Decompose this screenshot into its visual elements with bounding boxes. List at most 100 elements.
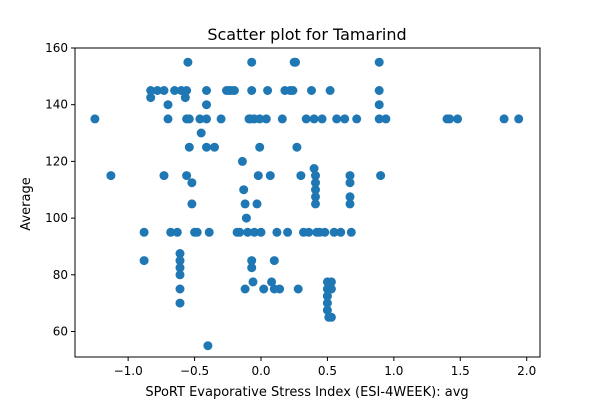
- x-tick-label: 1.0: [384, 364, 403, 378]
- scatter-point: [311, 192, 320, 202]
- scatter-point: [182, 86, 192, 95]
- scatter-point: [267, 277, 277, 287]
- scatter-point: [326, 277, 336, 287]
- scatter-point: [445, 114, 455, 124]
- scatter-point: [326, 284, 336, 294]
- scatter-point: [216, 114, 226, 124]
- scatter-point: [288, 86, 298, 95]
- y-tick-label: 160: [45, 41, 68, 55]
- scatter-point: [374, 86, 384, 95]
- scatter-point: [252, 199, 262, 209]
- scatter-point: [210, 142, 219, 152]
- scatter-point: [175, 284, 185, 294]
- scatter-point: [275, 284, 285, 294]
- scatter-point: [139, 227, 149, 237]
- scatter-point: [374, 57, 384, 67]
- scatter-point: [202, 86, 211, 95]
- scatter-point: [202, 114, 211, 124]
- x-tick-label: −1.0: [114, 364, 143, 378]
- scatter-point: [345, 192, 355, 202]
- scatter-point: [182, 171, 192, 181]
- scatter-point: [183, 57, 193, 67]
- y-tick-label: 100: [45, 211, 68, 225]
- scatter-point: [292, 142, 302, 152]
- scatter-point: [195, 114, 205, 124]
- scatter-point: [172, 227, 182, 237]
- scatter-point: [307, 86, 316, 95]
- scatter-point: [293, 284, 303, 294]
- scatter-point: [248, 277, 258, 287]
- scatter-point: [499, 114, 509, 124]
- x-tick-label: 0.0: [251, 364, 270, 378]
- scatter-point: [175, 298, 185, 308]
- scatter-point: [322, 298, 332, 308]
- scatter-point: [202, 142, 211, 152]
- scatter-point: [340, 114, 350, 124]
- scatter-point: [235, 227, 245, 237]
- scatter-point: [263, 86, 273, 95]
- scatter-point: [204, 227, 214, 237]
- scatter-point: [166, 227, 176, 237]
- scatter-point: [175, 263, 185, 273]
- scatter-point: [180, 93, 190, 103]
- scatter-point: [322, 291, 332, 301]
- scatter-point: [317, 114, 327, 124]
- scatter-point: [269, 256, 279, 266]
- scatter-point: [90, 114, 100, 124]
- scatter-point: [175, 249, 185, 258]
- y-tick-label: 60: [53, 324, 68, 338]
- scatter-point: [241, 213, 251, 223]
- scatter-point: [163, 114, 173, 124]
- scatter-point: [352, 114, 362, 124]
- x-tick-label: −0.5: [180, 364, 209, 378]
- scatter-point: [326, 312, 336, 322]
- scatter-point: [146, 93, 156, 103]
- scatter-point: [345, 199, 355, 209]
- scatter-point: [311, 199, 320, 209]
- scatter-point: [283, 227, 293, 237]
- scatter-point: [304, 227, 314, 237]
- scatter-point: [240, 199, 250, 209]
- scatter-point: [253, 171, 263, 181]
- scatter-point: [277, 114, 287, 124]
- scatter-point: [259, 284, 269, 294]
- scatter-point: [376, 171, 386, 181]
- scatter-point: [374, 100, 384, 110]
- scatter-point: [311, 185, 320, 195]
- scatter-point: [256, 227, 266, 237]
- scatter-point: [322, 305, 332, 315]
- scatter-point: [175, 270, 185, 280]
- scatter-point: [229, 86, 239, 95]
- x-tick-label: 0.5: [318, 364, 337, 378]
- plot-frame: [74, 47, 541, 358]
- scatter-point: [192, 227, 202, 237]
- scatter-point: [187, 199, 197, 209]
- scatter-point: [247, 57, 257, 67]
- scatter-point: [453, 114, 463, 124]
- y-tick-label: 80: [53, 268, 68, 282]
- scatter-point: [265, 171, 275, 181]
- axes: −1.0 −0.5 0.0 0.5 1.0 1.5 2.0 60 80 100 120 140 160: [45, 41, 541, 378]
- scatter-point: [237, 156, 247, 166]
- scatter-point: [255, 142, 265, 152]
- x-axis-label: SPoRT Evaporative Stress Index (ESI-4WEE…: [145, 385, 468, 400]
- scatter-point: [203, 341, 213, 351]
- scatter-point: [247, 86, 257, 95]
- scatter-point: [146, 86, 156, 95]
- scatter-point: [325, 86, 335, 95]
- y-tick-label: 140: [45, 98, 68, 112]
- scatter-point: [139, 256, 149, 266]
- scatter-point: [309, 114, 319, 124]
- scatter-point: [514, 114, 524, 124]
- scatter-point: [187, 178, 197, 188]
- scatter-point: [175, 256, 185, 266]
- scatter-point: [184, 114, 194, 124]
- scatter-point: [240, 284, 250, 294]
- scatter-point: [170, 86, 180, 95]
- scatter-point: [159, 171, 169, 181]
- scatter-point: [345, 171, 355, 181]
- scatter-point: [291, 57, 300, 67]
- scatter-point: [163, 100, 173, 110]
